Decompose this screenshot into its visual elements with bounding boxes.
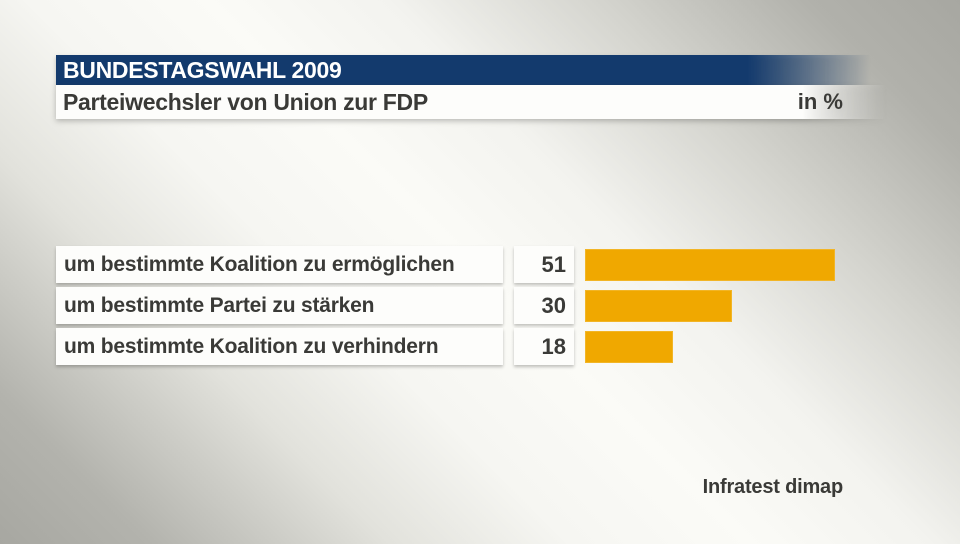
bar-chart: um bestimmte Koalition zu ermöglichen 51… bbox=[56, 246, 835, 369]
chart-row: um bestimmte Koalition zu verhindern 18 bbox=[56, 328, 835, 365]
subtitle-banner: Parteiwechsler von Union zur FDP in % bbox=[56, 85, 885, 119]
source-attribution: Infratest dimap bbox=[702, 476, 844, 498]
bar bbox=[585, 289, 732, 322]
chart-row: um bestimmte Partei zu stärken 30 bbox=[56, 287, 835, 324]
chart-row: um bestimmte Koalition zu ermöglichen 51 bbox=[56, 246, 835, 283]
unit-label: in % bbox=[797, 89, 843, 114]
value-label: 18 bbox=[514, 328, 574, 365]
category-label: um bestimmte Koalition zu ermöglichen bbox=[56, 246, 503, 283]
title-banner: BUNDESTAGSWAHL 2009 bbox=[56, 55, 870, 85]
category-label: um bestimmte Koalition zu verhindern bbox=[56, 328, 503, 365]
bar bbox=[585, 248, 835, 281]
page-title: BUNDESTAGSWAHL 2009 bbox=[63, 56, 342, 83]
chart-subtitle: Parteiwechsler von Union zur FDP bbox=[63, 88, 428, 115]
bar bbox=[585, 330, 673, 363]
value-label: 30 bbox=[514, 287, 574, 324]
value-label: 51 bbox=[514, 246, 574, 283]
category-label: um bestimmte Partei zu stärken bbox=[56, 287, 503, 324]
